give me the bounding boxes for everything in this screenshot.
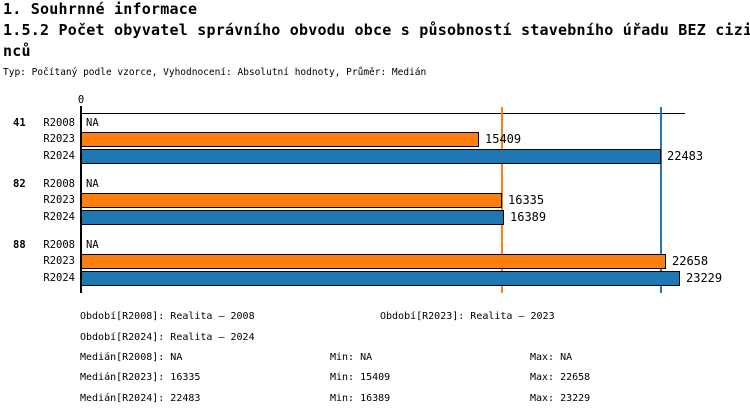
legend-min-r2023: Min: 15409: [330, 372, 391, 383]
na-value: NA: [86, 117, 99, 129]
series-label: R2008: [43, 178, 75, 190]
value-label: 16335: [508, 193, 545, 207]
legend-period-r2024: Období[R2024]: Realita – 2024: [80, 332, 255, 343]
legend-max-r2023: Max: 22658: [530, 372, 591, 383]
legend-median-r2024: Medián[R2024]: 22483: [80, 393, 201, 404]
category-label: 82: [13, 178, 26, 190]
legend-period-r2008: Období[R2008]: Realita – 2008: [80, 311, 255, 322]
series-label: R2024: [43, 150, 75, 162]
category-label: 41: [13, 117, 26, 129]
series-label: R2008: [43, 117, 75, 129]
legend-period-r2023: Období[R2023]: Realita – 2023: [380, 311, 555, 322]
legend-median-r2023: Medián[R2023]: 16335: [80, 372, 201, 383]
value-label: 22483: [667, 149, 704, 163]
bar-r2023: [81, 254, 666, 269]
series-label: R2023: [43, 255, 75, 267]
chart-meta-line: Typ: Počítaný podle vzorce, Vyhodnocení:…: [3, 67, 427, 78]
series-label: R2023: [43, 194, 75, 206]
bar-r2024: [81, 210, 504, 225]
value-label: 22658: [672, 254, 709, 268]
value-label: 16389: [510, 210, 547, 224]
median-guideline-r2024: [660, 107, 662, 293]
bar-r2024: [81, 149, 661, 164]
series-label: R2008: [43, 239, 75, 251]
median-guideline-r2023: [501, 107, 503, 293]
series-label: R2023: [43, 133, 75, 145]
chart-title: 1.5.2 Počet obyvatel správního obvodu ob…: [3, 21, 750, 60]
bar-r2024: [81, 271, 680, 286]
legend-min-r2024: Min: 16389: [330, 393, 391, 404]
axis-zero-tick-label: 0: [77, 94, 85, 106]
na-value: NA: [86, 239, 99, 251]
legend-max-r2008: Max: NA: [530, 352, 573, 363]
bar-r2023: [81, 193, 502, 208]
legend-median-r2008: Medián[R2008]: NA: [80, 352, 183, 363]
series-label: R2024: [43, 272, 75, 284]
value-label: 15409: [485, 132, 522, 146]
category-label: 88: [13, 239, 26, 251]
legend-max-r2024: Max: 23229: [530, 393, 591, 404]
section-title: 1. Souhrnné informace: [3, 0, 198, 18]
value-label: 23229: [686, 271, 723, 285]
na-value: NA: [86, 178, 99, 190]
bar-r2023: [81, 132, 479, 147]
series-label: R2024: [43, 211, 75, 223]
chart-top-border: [80, 113, 685, 114]
legend-min-r2008: Min: NA: [330, 352, 373, 363]
